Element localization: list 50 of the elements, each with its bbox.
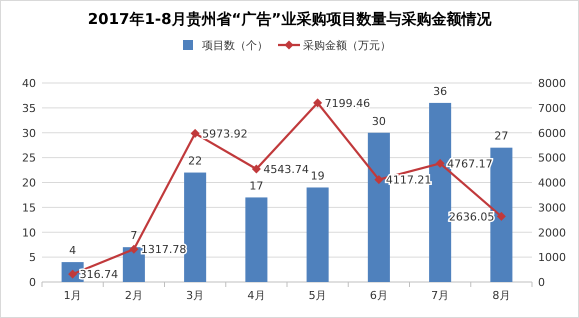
bar xyxy=(306,187,329,282)
data-label: 36 xyxy=(433,84,448,98)
y-tick-label: 30 xyxy=(22,126,36,140)
y-tick-label: 20 xyxy=(22,176,36,190)
x-tick-label: 5月 xyxy=(308,289,327,302)
data-label: 30 xyxy=(372,114,386,128)
bar xyxy=(184,172,206,282)
y-tick-label: 35 xyxy=(22,102,36,115)
chart-title: 2017年1-8月贵州省“广告”业采购项目数量与采购金额情况 xyxy=(88,10,492,28)
legend-label: 项目数（个） xyxy=(202,39,268,52)
x-tick-label: 7月 xyxy=(431,289,450,302)
y2-tick-label: 4000 xyxy=(538,176,566,190)
data-label: 7199.46 xyxy=(324,96,370,110)
data-label: 4 xyxy=(69,244,76,258)
y-tick-label: 40 xyxy=(22,77,36,90)
data-label: 7 xyxy=(130,229,138,242)
y-tick-label: 15 xyxy=(22,201,36,214)
y2-tick-label: 6000 xyxy=(538,126,566,140)
y2-tick-label: 3000 xyxy=(538,201,566,214)
point xyxy=(496,212,506,221)
y2-tick-label: 1000 xyxy=(538,251,566,264)
data-label: 17 xyxy=(249,179,264,192)
point xyxy=(436,158,445,168)
point xyxy=(252,164,261,174)
y2-tick-label: 5000 xyxy=(538,152,566,165)
y-tick-label: 25 xyxy=(22,152,36,165)
point xyxy=(129,244,138,254)
y2-tick-label: 0 xyxy=(538,276,545,289)
y-tick-label: 0 xyxy=(29,276,36,289)
data-label: 27 xyxy=(494,130,508,143)
data-label: 19 xyxy=(310,169,325,182)
x-tick-label: 6月 xyxy=(370,289,388,302)
y-tick-label: 5 xyxy=(29,251,36,264)
point xyxy=(374,175,384,184)
x-tick-label: 8月 xyxy=(492,289,510,302)
y-tick-label: 10 xyxy=(22,226,36,240)
y2-tick-label: 2000 xyxy=(538,226,566,240)
x-tick-label: 1月 xyxy=(64,289,82,302)
legend-label: 采购金额（万元） xyxy=(303,39,391,52)
y2-tick-label: 8000 xyxy=(538,77,566,90)
x-tick-label: 2月 xyxy=(124,289,143,302)
data-label: 4543.74 xyxy=(263,162,309,176)
x-tick-label: 3月 xyxy=(186,289,204,302)
x-tick-label: 4月 xyxy=(247,289,266,302)
point xyxy=(190,128,200,138)
point xyxy=(313,98,322,108)
bar xyxy=(245,197,268,282)
data-label: 5973.92 xyxy=(202,127,248,140)
data-label: 22 xyxy=(188,154,202,168)
y2-tick-label: 7000 xyxy=(538,102,566,115)
